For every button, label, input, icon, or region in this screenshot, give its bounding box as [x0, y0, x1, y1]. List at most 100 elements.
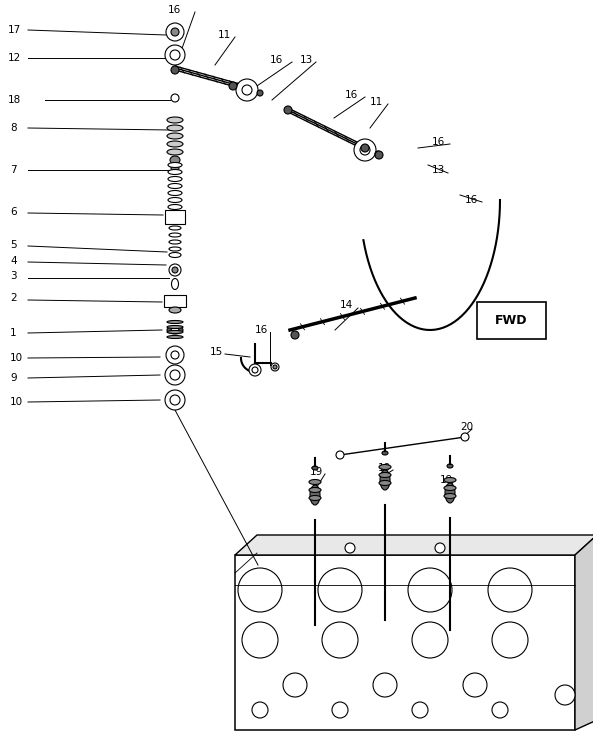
Ellipse shape — [309, 495, 321, 500]
Ellipse shape — [169, 233, 181, 237]
Circle shape — [361, 144, 369, 152]
Ellipse shape — [169, 252, 181, 258]
Text: 13: 13 — [432, 165, 445, 175]
Ellipse shape — [167, 133, 183, 139]
Circle shape — [322, 622, 358, 658]
Ellipse shape — [171, 278, 178, 289]
Circle shape — [238, 568, 282, 612]
Circle shape — [242, 85, 252, 95]
Circle shape — [171, 28, 179, 36]
Text: 18: 18 — [8, 95, 21, 105]
Circle shape — [166, 23, 184, 41]
Ellipse shape — [444, 494, 456, 498]
Circle shape — [165, 390, 185, 410]
Text: 7: 7 — [10, 165, 17, 175]
Text: 12: 12 — [8, 53, 21, 63]
Text: 16: 16 — [255, 325, 268, 335]
Circle shape — [171, 94, 179, 102]
Text: 17: 17 — [8, 25, 21, 35]
Circle shape — [284, 106, 292, 114]
Ellipse shape — [379, 472, 391, 477]
Text: 8: 8 — [10, 123, 17, 133]
Ellipse shape — [445, 483, 455, 503]
Text: 15: 15 — [210, 347, 223, 357]
Ellipse shape — [309, 480, 321, 485]
Text: 19: 19 — [378, 463, 391, 473]
Text: 16: 16 — [465, 195, 478, 205]
Ellipse shape — [167, 325, 183, 328]
Ellipse shape — [169, 247, 181, 251]
Ellipse shape — [382, 451, 388, 455]
Ellipse shape — [167, 141, 183, 147]
Circle shape — [408, 568, 452, 612]
Circle shape — [170, 370, 180, 380]
Text: 3: 3 — [10, 271, 17, 281]
Ellipse shape — [312, 466, 318, 470]
Circle shape — [492, 622, 528, 658]
Ellipse shape — [167, 331, 183, 334]
Circle shape — [291, 331, 299, 339]
Circle shape — [461, 433, 469, 441]
Circle shape — [283, 673, 307, 697]
Circle shape — [492, 702, 508, 718]
Text: 1: 1 — [10, 328, 17, 338]
Bar — [165, 210, 185, 224]
Text: 10: 10 — [10, 397, 23, 407]
Ellipse shape — [444, 477, 456, 483]
Circle shape — [555, 685, 575, 705]
Circle shape — [169, 264, 181, 276]
Ellipse shape — [169, 226, 181, 230]
Circle shape — [273, 365, 277, 369]
Circle shape — [170, 50, 180, 60]
Circle shape — [360, 145, 370, 155]
Circle shape — [375, 151, 381, 157]
Circle shape — [336, 451, 344, 459]
Circle shape — [332, 702, 348, 718]
Text: 16: 16 — [345, 90, 358, 100]
Ellipse shape — [379, 464, 391, 469]
Circle shape — [165, 45, 185, 65]
Ellipse shape — [169, 240, 181, 244]
Ellipse shape — [171, 328, 179, 332]
Circle shape — [171, 351, 179, 359]
Circle shape — [412, 702, 428, 718]
Text: 16: 16 — [432, 137, 445, 147]
Text: 4: 4 — [10, 256, 17, 266]
Ellipse shape — [170, 156, 180, 164]
Circle shape — [257, 90, 263, 96]
Text: 13: 13 — [300, 55, 313, 65]
Ellipse shape — [167, 117, 183, 123]
Circle shape — [271, 363, 279, 371]
Circle shape — [172, 267, 178, 273]
Circle shape — [166, 346, 184, 364]
Circle shape — [463, 673, 487, 697]
Circle shape — [170, 395, 180, 405]
Text: 20: 20 — [460, 422, 473, 432]
Ellipse shape — [447, 464, 453, 468]
Bar — [164, 295, 186, 307]
Circle shape — [242, 622, 278, 658]
Text: 19: 19 — [310, 467, 323, 477]
Circle shape — [373, 673, 397, 697]
Text: 19: 19 — [440, 475, 453, 485]
Ellipse shape — [168, 184, 182, 188]
Ellipse shape — [167, 326, 183, 334]
Text: 14: 14 — [340, 300, 353, 310]
Ellipse shape — [168, 198, 182, 202]
Circle shape — [249, 364, 261, 376]
Polygon shape — [575, 535, 593, 730]
Ellipse shape — [379, 480, 391, 486]
Circle shape — [345, 543, 355, 553]
Ellipse shape — [167, 149, 183, 155]
Ellipse shape — [171, 165, 179, 170]
Ellipse shape — [167, 125, 183, 131]
Ellipse shape — [168, 170, 182, 174]
Ellipse shape — [444, 486, 456, 491]
Ellipse shape — [168, 162, 182, 168]
Text: 10: 10 — [10, 353, 23, 363]
Circle shape — [375, 151, 383, 159]
Circle shape — [171, 66, 179, 74]
Text: 9: 9 — [10, 373, 17, 383]
Circle shape — [165, 365, 185, 385]
Ellipse shape — [310, 485, 320, 505]
